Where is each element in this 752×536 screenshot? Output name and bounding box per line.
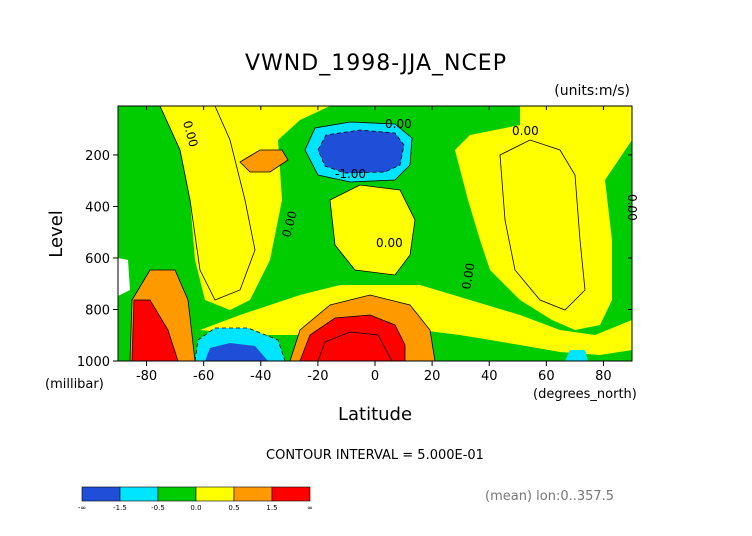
- y-tick-label: 400: [85, 200, 110, 215]
- contour-line: [289, 294, 436, 362]
- x-tick-label: 60: [538, 369, 555, 384]
- colorbar-tick-label: -1.5: [113, 504, 127, 512]
- contour-label: 0.00: [279, 209, 299, 238]
- red-max-polar: [132, 300, 178, 361]
- contour-line: [499, 139, 586, 311]
- y-axis-label: Level: [46, 210, 67, 258]
- contour-line: [194, 327, 286, 362]
- colorbar-swatch: [119, 486, 159, 502]
- contour-line: [299, 314, 406, 362]
- contour-line: [329, 184, 416, 276]
- contour-line: [129, 269, 196, 362]
- yellow-strip-south: [160, 106, 255, 300]
- x-axis: -80 -60 -40 -20 0 20 40 60 80: [136, 106, 612, 384]
- x-tick-label: 0: [371, 369, 379, 384]
- y-axis-units: (millibar): [45, 377, 104, 392]
- contour-label: 0.00: [459, 262, 477, 291]
- contour-line: [317, 129, 405, 174]
- red-max-equator: [300, 315, 405, 361]
- contour-line: [239, 149, 289, 173]
- colorbar-tick-label: ∞: [307, 504, 313, 512]
- x-tick-label: -80: [136, 369, 157, 384]
- units-note: (units:m/s): [554, 83, 630, 99]
- colorbar-tick-label: 1.5: [266, 504, 277, 512]
- x-tick-label: -60: [193, 369, 214, 384]
- contour-lines: [129, 105, 586, 362]
- contour-interval-note: CONTOUR INTERVAL = 5.000E-01: [266, 448, 484, 463]
- contour-label: -1.00: [335, 167, 366, 181]
- mean-note: (mean) lon:0..357.5: [485, 489, 614, 504]
- contour-line: [304, 121, 413, 183]
- contour-label: 0.00: [512, 124, 539, 138]
- orange-blob-upper: [240, 150, 288, 172]
- contour-line: [317, 331, 393, 362]
- x-tick-label: -40: [250, 369, 271, 384]
- x-tick-label: 20: [424, 369, 441, 384]
- colorbar-swatch: [157, 486, 197, 502]
- colorbar-swatch: [271, 486, 311, 502]
- chart-title: VWND_1998-JJA_NCEP: [245, 51, 507, 76]
- contour-line: [131, 299, 179, 362]
- colorbar-swatch: [195, 486, 235, 502]
- contour-label: 0.00: [385, 117, 412, 131]
- x-axis-units: (degrees_north): [533, 387, 637, 402]
- contour-label: 0.00: [376, 236, 403, 250]
- y-tick-label: 800: [85, 303, 110, 318]
- missing-data-patch: [118, 258, 130, 296]
- x-tick-label: 80: [595, 369, 612, 384]
- x-axis-label: Latitude: [338, 404, 412, 425]
- y-tick-label: 1000: [77, 355, 110, 370]
- x-tick-label: 40: [481, 369, 498, 384]
- yellow-pocket-center: [330, 185, 415, 275]
- blue-min-upper: [318, 130, 404, 173]
- colorbar-swatch: [81, 486, 121, 502]
- x-tick-label: -20: [307, 369, 328, 384]
- y-tick-label: 200: [85, 149, 110, 164]
- contour-line: [159, 105, 256, 301]
- blue-min-south: [205, 343, 268, 361]
- cyan-patch-north: [565, 350, 588, 361]
- yellow-pocket-right: [500, 140, 585, 310]
- y-axis: 200 400 600 800 1000: [77, 149, 632, 370]
- colorbar: -∞ -1.5 -0.5 0.0 0.5 1.5 ∞: [78, 486, 313, 512]
- y-tick-label: 600: [85, 252, 110, 267]
- colorbar-tick-label: 0.0: [190, 504, 201, 512]
- plot-area: 0.00 0.00 0.00 0.00 0.00 0.00 0.00 -1.00: [117, 105, 639, 362]
- contour-label: 0.00: [180, 119, 200, 148]
- colorbar-tick-label: 0.5: [228, 504, 239, 512]
- colorbar-tick-label: -∞: [78, 504, 86, 512]
- colorbar-swatch: [233, 486, 273, 502]
- colorbar-tick-label: -0.5: [151, 504, 165, 512]
